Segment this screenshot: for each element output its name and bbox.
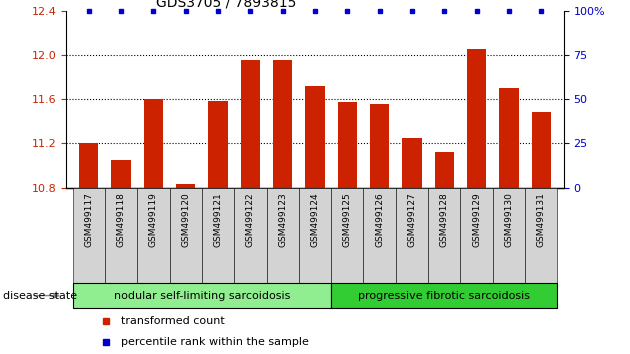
Bar (234, 188, 266, 283)
Bar (176, 184, 195, 188)
Bar (105, 188, 137, 283)
Text: GDS3705 / 7893815: GDS3705 / 7893815 (156, 0, 296, 10)
Text: GSM499129: GSM499129 (472, 193, 481, 247)
Bar (266, 188, 299, 283)
Bar (403, 138, 421, 188)
Text: GSM499117: GSM499117 (84, 193, 93, 247)
Bar (241, 61, 260, 188)
Bar (306, 86, 324, 188)
Text: GSM499127: GSM499127 (408, 193, 416, 247)
Bar (112, 160, 131, 188)
Text: GSM499119: GSM499119 (149, 193, 158, 247)
Text: GSM499123: GSM499123 (278, 193, 287, 247)
Text: GSM499125: GSM499125 (343, 193, 352, 247)
Text: GSM499131: GSM499131 (537, 193, 546, 247)
Bar (144, 99, 163, 188)
Text: GSM499126: GSM499126 (375, 193, 384, 247)
Bar (396, 188, 428, 283)
Bar (209, 101, 227, 188)
Bar (169, 188, 202, 283)
Text: GSM499121: GSM499121 (214, 193, 222, 247)
Bar (525, 188, 558, 283)
Bar (493, 188, 525, 283)
Text: progressive fibrotic sarcoidosis: progressive fibrotic sarcoidosis (358, 291, 530, 301)
Text: GSM499118: GSM499118 (117, 193, 125, 247)
Bar (461, 188, 493, 283)
Bar (299, 188, 331, 283)
Bar (370, 104, 389, 188)
Bar (428, 188, 461, 283)
Bar (202, 188, 234, 283)
Bar (72, 283, 331, 308)
Text: nodular self-limiting sarcoidosis: nodular self-limiting sarcoidosis (113, 291, 290, 301)
Text: GSM499130: GSM499130 (505, 193, 513, 247)
Bar (435, 152, 454, 188)
Text: GSM499124: GSM499124 (311, 193, 319, 247)
Text: GSM499120: GSM499120 (181, 193, 190, 247)
Bar (467, 49, 486, 188)
Bar (499, 88, 518, 188)
Text: disease state: disease state (3, 291, 77, 301)
Text: GSM499128: GSM499128 (440, 193, 449, 247)
Bar (72, 188, 105, 283)
Bar (364, 188, 396, 283)
Text: GSM499122: GSM499122 (246, 193, 255, 247)
Bar (532, 113, 551, 188)
Bar (331, 188, 364, 283)
Bar (79, 143, 98, 188)
Text: percentile rank within the sample: percentile rank within the sample (121, 337, 309, 348)
Bar (273, 61, 292, 188)
Bar (137, 188, 169, 283)
Text: transformed count: transformed count (121, 316, 225, 326)
Bar (331, 283, 558, 308)
Bar (338, 102, 357, 188)
